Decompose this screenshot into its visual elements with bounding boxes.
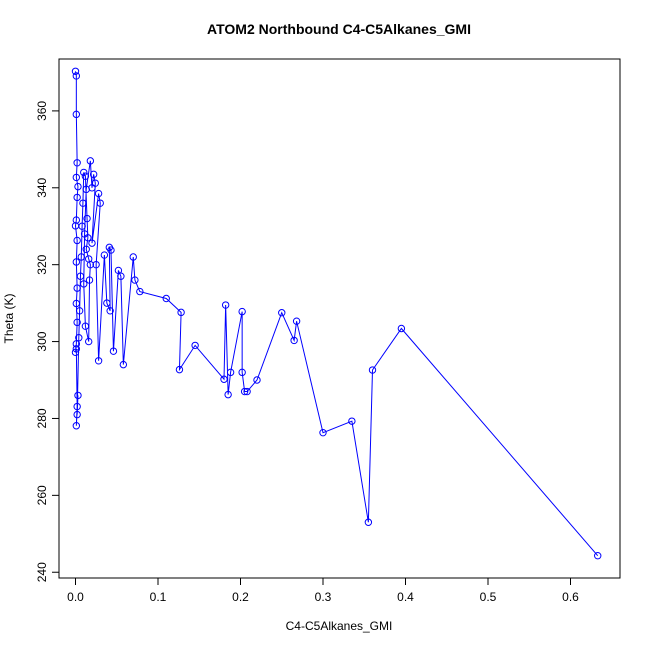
- data-point: [79, 199, 87, 207]
- y-tick-label: 260: [35, 485, 49, 505]
- data-point: [72, 72, 81, 80]
- x-tick-label: 0.2: [232, 590, 249, 604]
- data-point: [82, 245, 90, 254]
- data-point: [221, 301, 230, 309]
- y-tick-label: 360: [35, 101, 49, 121]
- series-line: [74, 71, 599, 557]
- data-point: [119, 360, 128, 369]
- data-point: [129, 253, 137, 261]
- data-point: [364, 518, 373, 526]
- data-point: [131, 276, 139, 284]
- x-tick-label: 0.5: [480, 590, 497, 604]
- data-point: [224, 390, 232, 399]
- data-point: [80, 168, 88, 177]
- data-point: [220, 375, 228, 383]
- data-point: [278, 309, 286, 317]
- data-point: [73, 236, 81, 245]
- data-point: [238, 368, 246, 377]
- data-point: [292, 317, 301, 325]
- y-tick-label: 240: [35, 562, 49, 582]
- data-point: [243, 387, 251, 396]
- data-point: [91, 179, 100, 187]
- data-point: [240, 387, 249, 396]
- data-point: [85, 337, 93, 346]
- data-point: [117, 272, 125, 280]
- data-point: [71, 67, 80, 76]
- data-point: [72, 422, 81, 430]
- x-axis-label: C4-C5Alkanes_GMI: [286, 619, 393, 633]
- y-tick-label: 340: [35, 177, 49, 197]
- data-point: [368, 366, 377, 374]
- data-point: [175, 365, 184, 374]
- data-point: [72, 216, 81, 224]
- data-point: [72, 258, 81, 266]
- data-point: [594, 552, 602, 560]
- data-point: [253, 376, 261, 384]
- x-tick-label: 0.6: [562, 590, 579, 604]
- data-point: [74, 391, 82, 400]
- data-point: [100, 251, 109, 259]
- data-point: [80, 280, 88, 288]
- data-point: [92, 260, 100, 269]
- data-point: [72, 299, 81, 308]
- data-point: [73, 159, 81, 167]
- data-point: [72, 110, 81, 119]
- y-tick-label: 280: [35, 408, 49, 428]
- data-point: [177, 308, 185, 317]
- x-axis: 0.0 0.1 0.2 0.3 0.4 0.5 0.6: [67, 577, 579, 604]
- data-point: [73, 318, 81, 327]
- data-point: [319, 428, 327, 437]
- data-point: [86, 157, 95, 165]
- data-point: [81, 172, 90, 180]
- data-point: [80, 230, 89, 238]
- data-point: [290, 336, 298, 345]
- data-point: [81, 322, 90, 330]
- series-layer: [71, 67, 602, 560]
- data-point: [348, 417, 356, 425]
- data-point: [75, 307, 84, 315]
- data-point: [103, 299, 111, 307]
- y-tick-label: 320: [35, 254, 49, 274]
- data-point: [88, 239, 96, 247]
- data-point: [238, 307, 246, 316]
- data-point: [226, 368, 235, 377]
- x-tick-label: 0.0: [67, 590, 84, 604]
- data-point: [109, 347, 118, 355]
- y-tick-label: 300: [35, 331, 49, 351]
- data-point: [75, 334, 83, 342]
- data-point: [77, 253, 85, 261]
- data-point: [76, 272, 85, 280]
- data-point: [78, 222, 86, 230]
- data-point: [72, 340, 81, 348]
- data-point: [162, 294, 170, 303]
- data-point: [83, 214, 91, 223]
- data-point: [136, 287, 144, 296]
- data-point: [94, 357, 103, 365]
- y-axis: 240 260 280 300 320 340 360: [35, 101, 60, 582]
- chart-title: ATOM2 Northbound C4-C5Alkanes_GMI: [207, 21, 471, 37]
- data-point: [86, 260, 95, 269]
- data-point: [73, 402, 81, 411]
- x-tick-label: 0.3: [315, 590, 332, 604]
- data-point: [71, 348, 80, 357]
- data-point: [73, 284, 81, 292]
- x-tick-label: 0.4: [397, 590, 414, 604]
- data-point: [96, 199, 104, 207]
- data-point: [107, 246, 115, 254]
- data-point: [89, 170, 98, 179]
- data-point: [73, 193, 81, 202]
- x-tick-label: 0.1: [150, 590, 167, 604]
- data-point: [106, 307, 114, 315]
- data-point: [397, 324, 406, 333]
- data-point: [94, 189, 103, 198]
- data-point: [85, 276, 94, 284]
- data-point: [72, 345, 81, 353]
- data-point: [74, 182, 82, 191]
- data-point: [191, 341, 199, 350]
- data-point: [72, 173, 81, 182]
- data-point: [73, 410, 81, 419]
- y-axis-label: Theta (K): [2, 293, 16, 343]
